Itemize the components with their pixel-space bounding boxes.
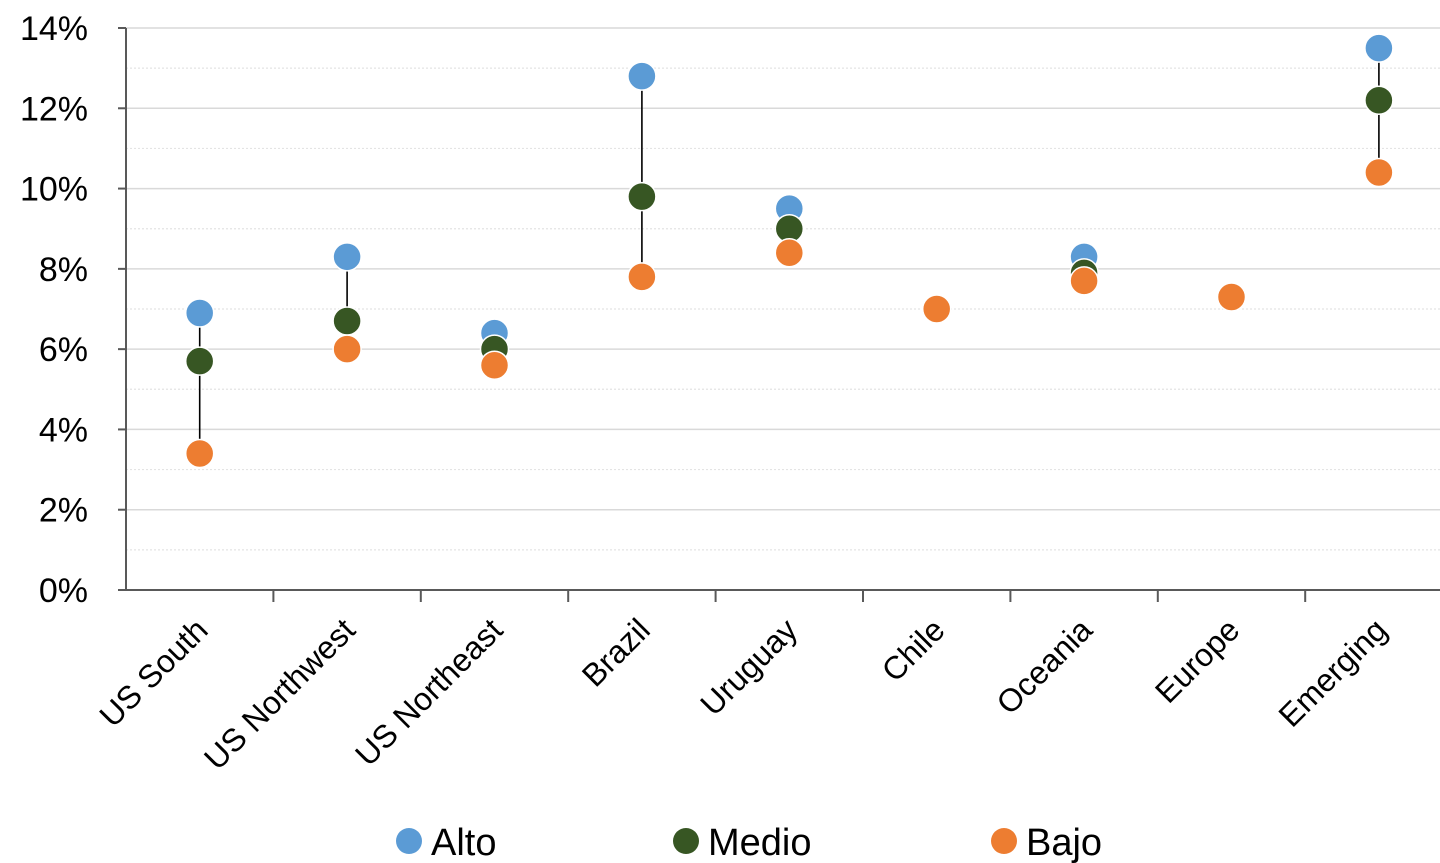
y-tick-label: 0% — [39, 572, 88, 610]
legend-label-bajo: Bajo — [1026, 822, 1102, 863]
legend: Alto Medio Bajo — [396, 822, 1102, 863]
y-tick-label: 6% — [39, 331, 88, 369]
point-alto — [332, 242, 362, 272]
category-label: Chile — [875, 611, 952, 688]
point-medio — [184, 346, 215, 376]
category-label: Emerging — [1272, 611, 1394, 733]
point-alto — [1364, 33, 1394, 63]
category-label: US Northwest — [197, 611, 362, 776]
point-bajo — [332, 334, 362, 364]
point-bajo — [627, 262, 657, 292]
point-bajo — [479, 350, 510, 380]
point-bajo — [774, 238, 805, 268]
legend-marker-alto — [396, 828, 422, 854]
legend-marker-medio — [673, 828, 699, 854]
y-tick-label: 12% — [20, 90, 88, 128]
category-label: Brazil — [575, 611, 657, 693]
y-tick-label: 14% — [20, 10, 88, 48]
y-tick-label: 10% — [20, 171, 88, 209]
point-medio — [1364, 85, 1394, 116]
category-label: Uruguay — [693, 611, 804, 722]
data-points — [184, 33, 1394, 469]
y-tick-label: 8% — [39, 251, 88, 289]
category-label: US South — [92, 611, 214, 733]
axes — [125, 28, 1440, 591]
legend-marker-bajo — [991, 828, 1017, 854]
point-bajo — [1364, 157, 1394, 188]
point-alto — [627, 61, 657, 91]
y-tick-label: 2% — [39, 492, 88, 530]
y-tick-labels: 0% 2% 4% 6% 8% 10% 12% 14% — [20, 10, 126, 610]
category-label: US Northeast — [348, 611, 509, 772]
y-tick-label: 4% — [39, 411, 88, 449]
category-label: Oceania — [989, 611, 1099, 721]
legend-label-medio: Medio — [708, 822, 812, 863]
point-bajo — [184, 438, 215, 469]
point-bajo — [1216, 282, 1247, 312]
x-tick-marks — [272, 590, 1307, 602]
category-label: Europe — [1148, 611, 1246, 709]
point-bajo — [921, 294, 952, 324]
point-bajo — [1069, 266, 1099, 296]
point-medio — [627, 181, 657, 212]
point-medio — [332, 306, 362, 336]
point-alto — [184, 298, 215, 328]
legend-label-alto: Alto — [431, 822, 496, 863]
